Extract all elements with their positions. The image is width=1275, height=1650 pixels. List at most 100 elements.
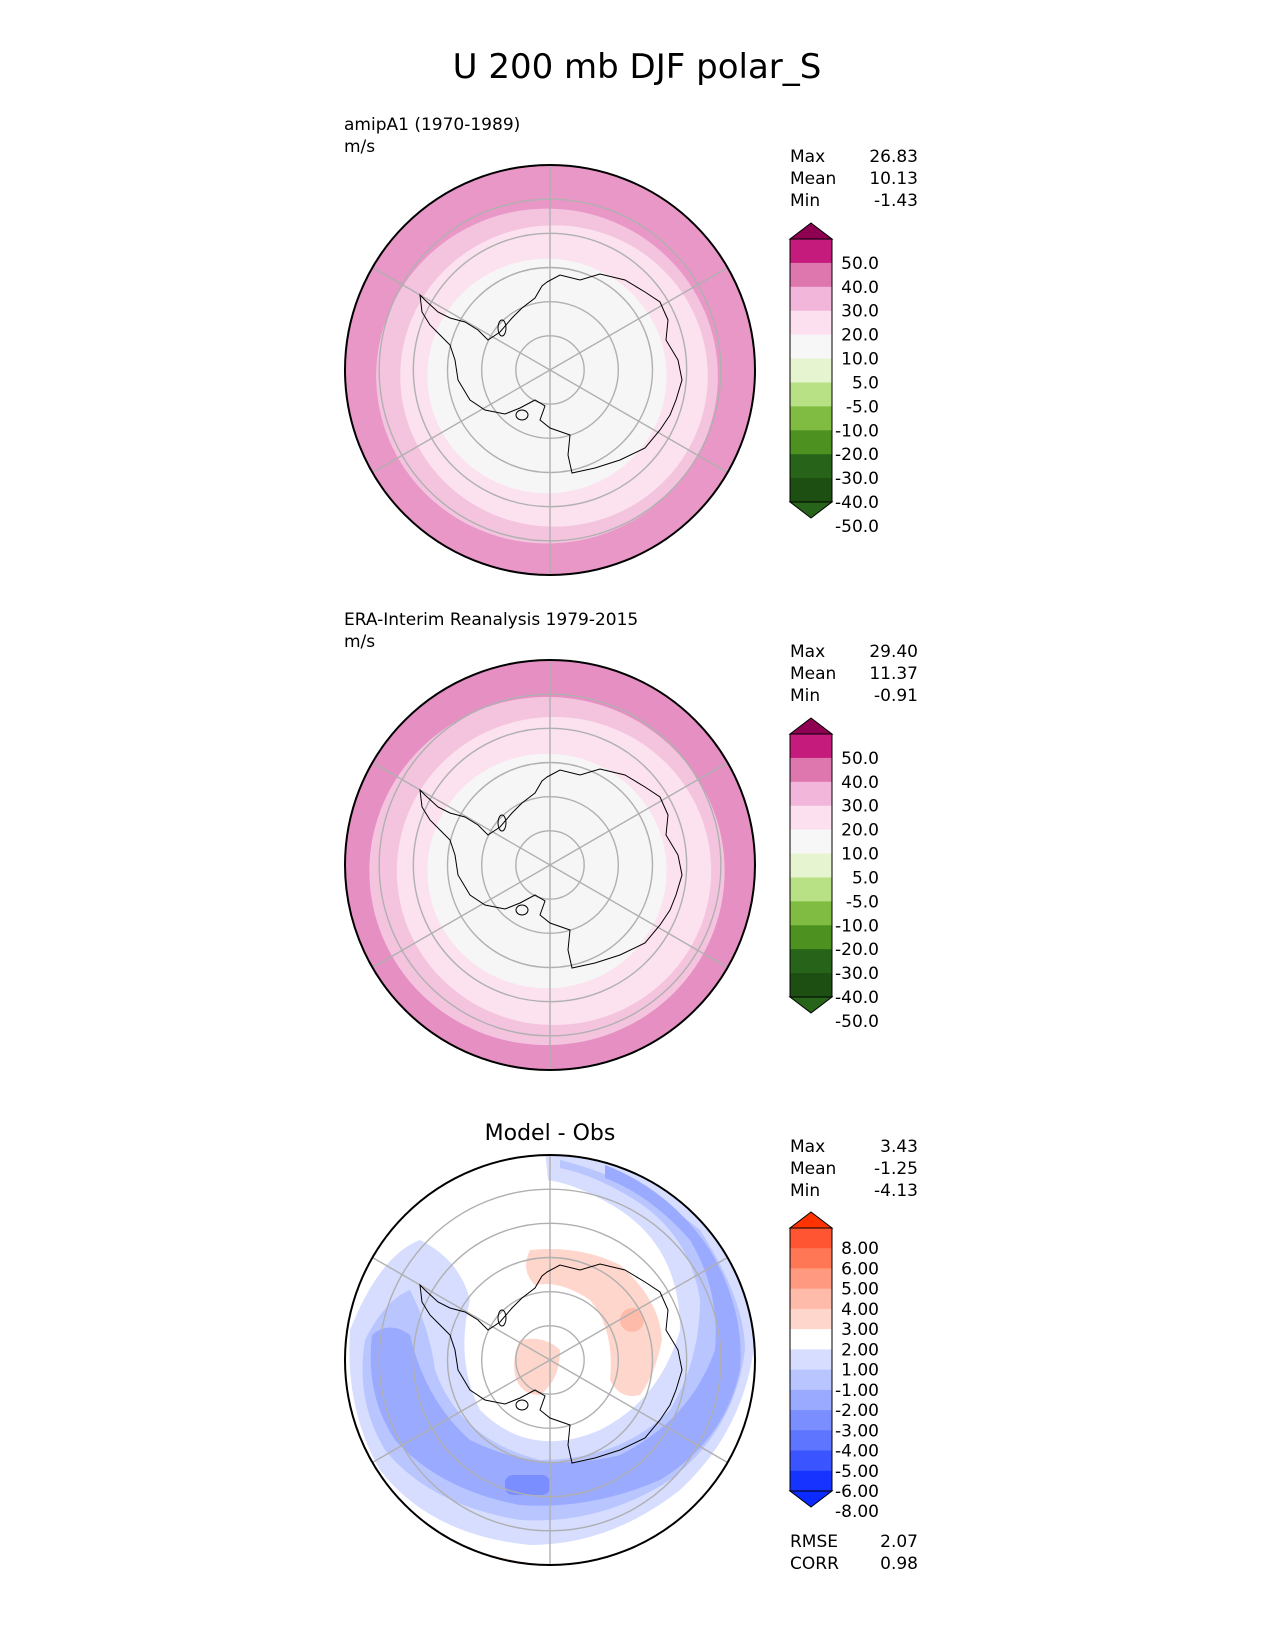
colorbar-tick-label: -40.0	[835, 988, 879, 1008]
colorbar-segment	[790, 757, 832, 783]
antarctica-coastline	[419, 768, 683, 969]
meridian-line	[549, 1359, 728, 1464]
colorbar-tick-label: -2.00	[835, 1401, 879, 1421]
stat-value: 29.40	[869, 642, 918, 662]
panel-diff: Model - Obs Max 3.43 Mean -1.25 Min -4.13 8.0…	[344, 1121, 918, 1574]
colorbar-tick-label: -50.0	[835, 517, 879, 537]
colorbar-segment	[790, 1288, 832, 1310]
colorbar-segment	[790, 262, 832, 288]
stat-label: Max	[790, 642, 825, 662]
colorbar-segment	[790, 949, 832, 974]
colorbar-tick-label: 30.0	[841, 302, 879, 322]
field-contours	[345, 165, 755, 575]
colorbar-segment	[790, 1308, 832, 1330]
colorbar-tick-label: -5.00	[835, 1462, 879, 1482]
panel-title: amipA1 (1970-1989)	[344, 115, 520, 135]
colorbar-tick-label: -5.0	[846, 892, 879, 912]
stat-value: -1.43	[874, 191, 918, 211]
colorbar-tick-label: -10.0	[835, 421, 879, 441]
coastline-path	[419, 273, 683, 474]
meridian-line	[372, 266, 551, 371]
colorbar-tick-label: 5.00	[841, 1280, 879, 1300]
colorbar-tick-label: -3.00	[835, 1421, 879, 1441]
colorbar-segment	[790, 973, 832, 998]
panel-reference: ERA-Interim Reanalysis 1979-2015 m/s Max…	[344, 610, 918, 1071]
stat-label: Mean	[790, 1159, 836, 1179]
colorbar: 50.0 40.0 30.0 20.0 10.0 5.0 -5.0 -10.0 -20.0 -30…	[788, 222, 879, 537]
colorbar-tick-label: 5.0	[852, 373, 879, 393]
stat-label: Min	[790, 1181, 820, 1201]
panel-units: m/s	[344, 632, 375, 652]
colorbar-extend-top	[788, 717, 834, 735]
colorbar-extend-bottom	[788, 1490, 834, 1508]
island-outline	[515, 1399, 529, 1411]
diff-field-contours	[345, 1155, 755, 1565]
colorbar-tick-label: 50.0	[841, 254, 879, 274]
stats-block: Max 29.40 Mean 11.37 Min -0.91	[790, 642, 918, 706]
meridian-line	[372, 864, 551, 969]
colorbar-tick-label: 8.00	[841, 1239, 879, 1259]
colorbar-tick-label: 50.0	[841, 749, 879, 769]
colorbar-tick-label: 40.0	[841, 278, 879, 298]
colorbar-tick-label: 10.0	[841, 350, 879, 370]
colorbar-segment	[790, 1329, 832, 1350]
meridian-line	[549, 266, 728, 371]
panel-center-title: Model - Obs	[485, 1121, 616, 1146]
meridian-line	[549, 369, 728, 474]
colorbar-extend-top	[788, 222, 834, 240]
colorbar-tick-label: -20.0	[835, 445, 879, 465]
stat-label: Max	[790, 147, 825, 167]
colorbar-tick-label: -5.0	[846, 397, 879, 417]
panel-test: amipA1 (1970-1989) m/s Max 26.83 Mean 10.13…	[344, 115, 918, 576]
figure-title: U 200 mb DJF polar_S	[453, 47, 822, 87]
map-frame	[344, 164, 756, 576]
colorbar-segment	[790, 1470, 832, 1492]
colorbar-segment	[790, 901, 832, 926]
colorbar-extend-top	[788, 1211, 834, 1229]
graticule	[372, 660, 728, 1070]
metric-value: 0.98	[880, 1554, 918, 1574]
stat-value: -0.91	[874, 686, 918, 706]
meridian-line	[549, 864, 728, 969]
colorbar-segment	[790, 430, 832, 455]
island-outline	[497, 319, 507, 337]
colorbar-frame	[789, 733, 833, 998]
colorbar-segment	[790, 805, 832, 831]
meridian-line	[372, 761, 551, 866]
graticule	[372, 165, 728, 575]
colorbar-tick-label: -30.0	[835, 964, 879, 984]
island-outline	[515, 904, 529, 916]
colorbar-tick-label: 5.0	[852, 868, 879, 888]
meridian-line	[549, 761, 728, 866]
colorbar-tick-label: -10.0	[835, 916, 879, 936]
colorbar-segment	[790, 925, 832, 950]
meridian-line	[372, 1256, 551, 1361]
colorbar-tick-label: 30.0	[841, 797, 879, 817]
meridian-line	[372, 369, 551, 474]
colorbar-segment	[790, 1248, 832, 1269]
panel-title: ERA-Interim Reanalysis 1979-2015	[344, 610, 638, 630]
stat-label: Mean	[790, 664, 836, 684]
colorbar-segment	[790, 1228, 832, 1249]
metric-label: CORR	[790, 1554, 839, 1574]
stat-value: 11.37	[869, 664, 918, 684]
colorbar-segment	[790, 239, 832, 264]
island-outline	[515, 409, 529, 421]
stat-label: Mean	[790, 169, 836, 189]
antarctica-coastline	[419, 273, 683, 474]
contour-band	[458, 282, 650, 470]
colorbar-segment	[790, 1450, 832, 1472]
stat-value: -1.25	[874, 1159, 918, 1179]
metrics-block: RMSE 2.07 CORR 0.98	[790, 1532, 918, 1574]
stat-label: Min	[790, 686, 820, 706]
colorbar-tick-label: -20.0	[835, 940, 879, 960]
colorbar-segment	[790, 1410, 832, 1431]
colorbar-segment	[790, 1430, 832, 1452]
island-outline	[497, 814, 507, 832]
colorbar-tick-label: 10.0	[841, 845, 879, 865]
colorbar: 8.006.005.004.003.002.001.00-1.00-2.00-3…	[788, 1211, 879, 1522]
stat-value: 10.13	[869, 169, 918, 189]
colorbar-segment	[790, 829, 832, 855]
colorbar-tick-label: 3.00	[841, 1320, 879, 1340]
